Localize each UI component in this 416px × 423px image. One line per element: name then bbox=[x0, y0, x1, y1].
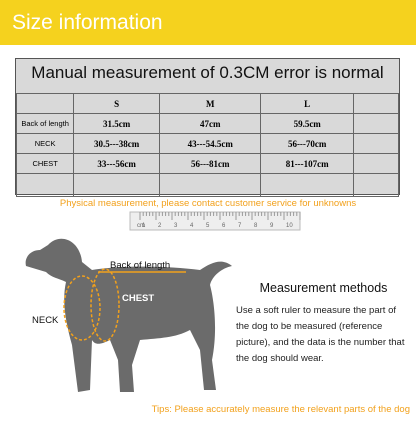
chest-label: CHEST bbox=[122, 293, 154, 304]
chest-loop bbox=[90, 268, 120, 342]
dog-silhouette bbox=[25, 238, 233, 392]
table-cell: 47cm bbox=[158, 113, 262, 134]
ruler-label: 3 bbox=[174, 223, 178, 229]
table-row bbox=[15, 173, 400, 197]
header-title: Size information bbox=[0, 0, 416, 45]
ruler-label: 7 bbox=[238, 223, 242, 229]
ruler-label: 2 bbox=[158, 223, 162, 229]
methods-title: Measurement methods bbox=[259, 281, 388, 295]
methods: Measurement methods Use a soft ruler to … bbox=[236, 281, 411, 367]
table-row: Back of length 31.5cm 47cm 59.5cm bbox=[15, 113, 400, 134]
ruler-label: 9 bbox=[270, 223, 274, 229]
empty-cell bbox=[352, 173, 400, 197]
ruler-label: 6 bbox=[222, 223, 226, 229]
ruler-label: cm bbox=[137, 223, 145, 229]
back-label: Back of length bbox=[110, 260, 170, 271]
ruler-label: 8 bbox=[254, 223, 258, 229]
ruler-label: 5 bbox=[206, 223, 210, 229]
empty-cell bbox=[15, 173, 75, 197]
notice: Physical measurement, please contact cus… bbox=[59, 198, 357, 209]
neck-label: NECK bbox=[32, 315, 59, 326]
ruler-label: 4 bbox=[190, 223, 194, 229]
empty-cell bbox=[73, 173, 160, 197]
size-grid: S M L Back of length 31.5cm 47cm 59.5cm NECK 30.… bbox=[15, 93, 400, 197]
ruler-label: 1 bbox=[142, 223, 146, 229]
tips: Tips: Please accurately measure the rele… bbox=[151, 404, 410, 415]
size-table: Manual measurement of 0.3CM error is nor… bbox=[15, 58, 400, 197]
empty-cell bbox=[158, 173, 262, 197]
methods-text: Use a soft ruler to measure the part of … bbox=[236, 305, 405, 364]
table-title: Manual measurement of 0.3CM error is nor… bbox=[31, 63, 384, 82]
empty-cell bbox=[260, 173, 354, 197]
neck-loop bbox=[63, 275, 101, 341]
ruler-label: 10 bbox=[286, 223, 293, 229]
